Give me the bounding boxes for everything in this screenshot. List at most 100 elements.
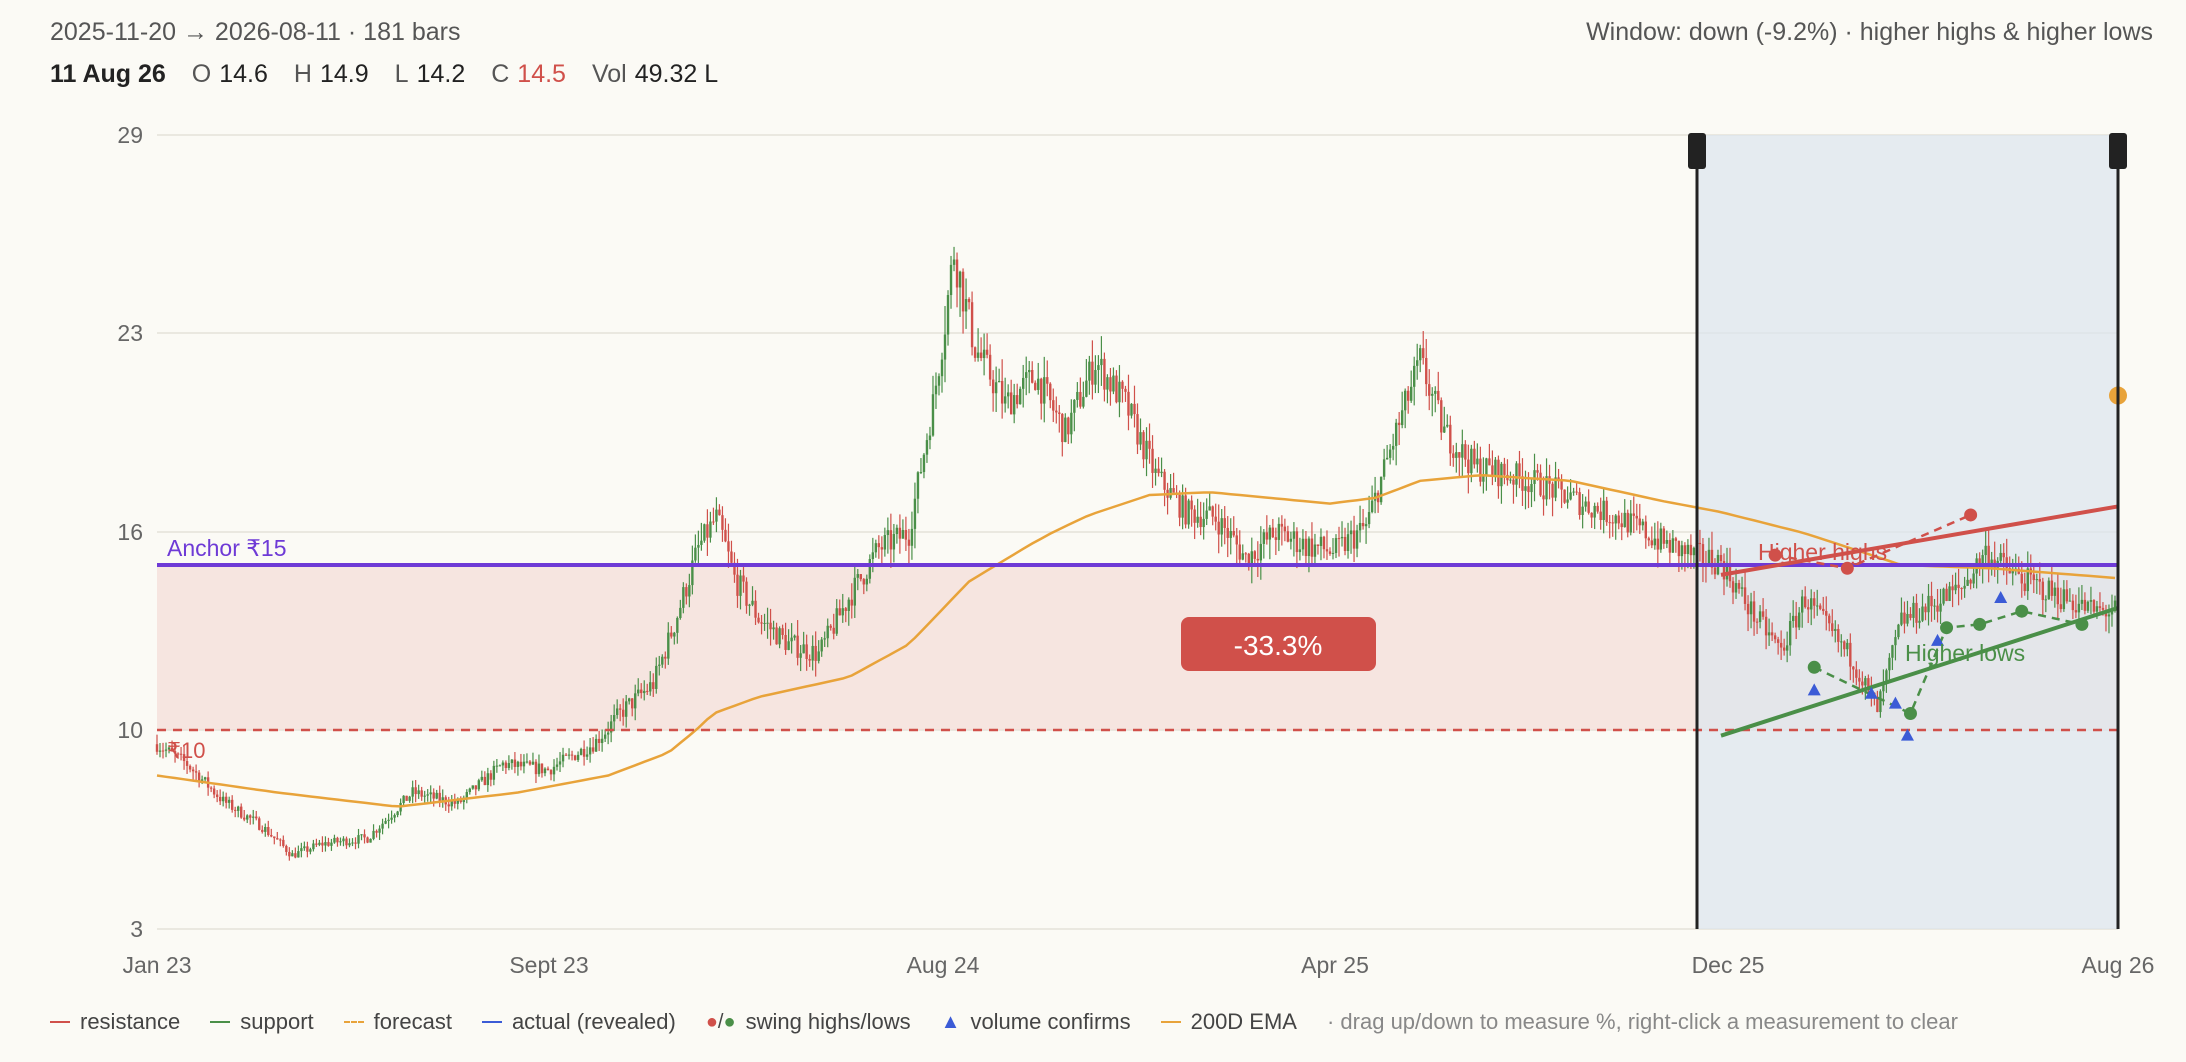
candle-body	[351, 842, 354, 844]
candle-body	[958, 271, 962, 288]
candle-body	[1680, 545, 1684, 557]
legend-resistance: resistance	[50, 1009, 180, 1035]
open-value: 14.6	[219, 60, 268, 88]
candle-body	[2092, 600, 2096, 612]
candle-body	[808, 658, 811, 661]
candle-body	[685, 587, 688, 597]
candle-body	[1846, 642, 1849, 650]
candle-body	[763, 622, 766, 624]
legend-forecast: forecast	[343, 1009, 452, 1035]
measure-badge[interactable]: -33.3%	[1181, 617, 1376, 671]
candle-body	[838, 608, 841, 616]
candle-body	[805, 644, 808, 659]
candle-body	[1121, 381, 1124, 389]
candle-body	[724, 529, 727, 542]
candle-body	[1145, 440, 1148, 460]
candle-body	[1626, 512, 1629, 533]
candle-body	[1283, 526, 1287, 532]
candle-body	[1524, 486, 1527, 491]
candle-body	[1906, 613, 1909, 624]
candle-body	[1009, 392, 1013, 415]
candle-body	[1623, 512, 1626, 528]
candle-body	[1479, 458, 1482, 482]
candle-body	[486, 773, 490, 786]
candle-body	[1361, 522, 1365, 527]
candle-body	[1689, 544, 1693, 556]
candle-body	[1109, 377, 1112, 392]
candle-body	[907, 539, 911, 546]
legend-volume: ▲ volume confirms	[940, 1009, 1131, 1034]
swing-low-dot	[2075, 617, 2089, 631]
candle-body	[366, 837, 369, 843]
candle-body	[1482, 475, 1485, 482]
candle-body	[1343, 536, 1347, 551]
candle-body	[543, 768, 547, 774]
candle-body	[1106, 377, 1109, 390]
candle-body	[597, 738, 601, 744]
candle-body	[318, 842, 321, 845]
candle-body	[841, 608, 844, 616]
y-tick-label: 10	[117, 717, 143, 743]
candle-body	[1572, 491, 1575, 493]
candle-body	[1446, 424, 1449, 427]
candle-body	[552, 766, 556, 775]
candle-body	[1939, 603, 1942, 612]
candle-body	[224, 796, 228, 803]
candle-body	[943, 334, 947, 360]
candle-body	[1749, 601, 1753, 615]
candle-body	[1903, 612, 1906, 624]
candle-body	[772, 627, 775, 630]
candle-body	[1659, 528, 1663, 550]
candle-body	[2056, 587, 2060, 605]
candle-body	[2074, 610, 2078, 613]
candle-body	[1058, 412, 1061, 414]
candle-body	[871, 552, 875, 560]
candle-body	[1259, 543, 1263, 561]
candle-body	[1755, 621, 1759, 623]
candle-body	[1202, 518, 1205, 528]
legend: resistance support forecast actual (reve…	[50, 1009, 1958, 1035]
candle-body	[670, 632, 673, 637]
candle-body	[1770, 632, 1774, 636]
candle-body	[270, 835, 273, 837]
candle-body	[164, 749, 168, 751]
candle-body	[1130, 403, 1133, 416]
candle-body	[221, 796, 225, 802]
candle-body	[1617, 515, 1620, 524]
candle-body	[1912, 602, 1915, 618]
candle-body	[1425, 357, 1428, 385]
window-drag-handle	[1688, 133, 1706, 169]
candle-body	[1364, 524, 1368, 527]
candle-body	[158, 750, 162, 752]
candle-body	[1837, 628, 1840, 642]
candle-body	[1124, 388, 1127, 392]
candle-body	[1352, 530, 1356, 549]
x-axis: Jan 23 Sept 23 Aug 24 Apr 25 Dec 25 Aug 26	[122, 952, 2154, 978]
window-handles[interactable]	[1688, 133, 2127, 929]
candle-body	[209, 787, 213, 789]
swing-low-dot	[1940, 621, 1954, 635]
selection-window[interactable]	[1697, 135, 2118, 929]
candle-body	[967, 299, 971, 303]
candle-body	[829, 625, 832, 628]
candle-body	[330, 842, 333, 846]
candle-body	[237, 806, 240, 811]
candle-body	[847, 599, 850, 611]
candle-body	[1536, 470, 1539, 473]
candle-body	[291, 853, 294, 857]
price-chart[interactable]: Anchor ₹15 ₹10 -33.3% Higher highs Highe…	[0, 0, 2186, 1000]
candle-body	[2107, 614, 2111, 617]
candle-body	[327, 842, 330, 846]
candle-body	[579, 748, 583, 755]
candle-body	[1178, 494, 1181, 518]
legend-hint: · drag up/down to measure %, right-click…	[1326, 1009, 1958, 1034]
candle-body	[1488, 458, 1491, 466]
candle-body	[1710, 549, 1714, 568]
candle-body	[976, 352, 980, 358]
anchor-label: Anchor ₹15	[167, 535, 286, 561]
close-label: C	[491, 60, 510, 88]
candle-body	[1298, 549, 1302, 553]
candle-body	[1406, 390, 1410, 401]
low-label: L	[394, 60, 409, 88]
candle-body	[1094, 370, 1097, 385]
